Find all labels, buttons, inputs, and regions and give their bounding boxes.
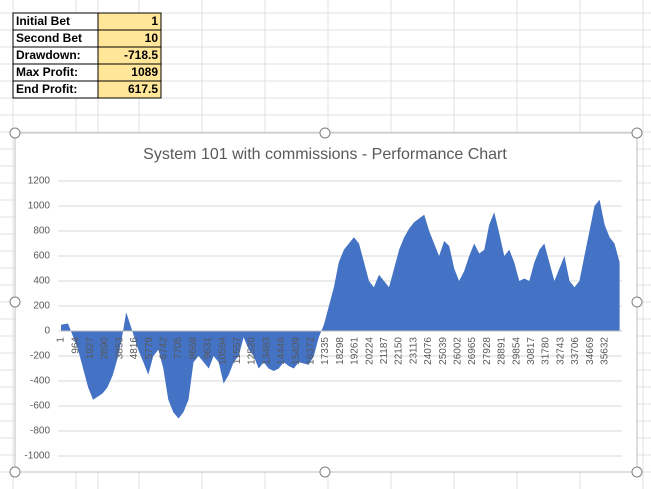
resize-handle: [319, 127, 331, 139]
resize-handle: [631, 466, 643, 478]
x-tick-label: 29854: [511, 337, 522, 365]
area: [61, 199, 620, 419]
x-tick-label: 14446: [276, 337, 287, 365]
x-tick-label: 22150: [394, 337, 405, 365]
value-text: 617.5: [128, 82, 158, 96]
x-tick-label: 26002: [453, 337, 464, 365]
x-tick-label: 12520: [247, 337, 258, 365]
y-tick-label: 600: [33, 251, 50, 262]
plot: -1000-800-600-400-2000200400600800100012…: [24, 176, 622, 462]
y-tick-label: 0: [44, 326, 50, 337]
x-tick-label: 26965: [467, 337, 478, 365]
label-text: Drawdown:: [16, 48, 81, 62]
y-tick-label: 800: [33, 226, 50, 237]
y-tick-label: -1000: [24, 451, 50, 462]
y-tick-label: 200: [33, 301, 50, 312]
handles: [9, 127, 643, 478]
x-tick-label: 21187: [379, 337, 390, 365]
y-tick-label: -600: [30, 401, 50, 412]
x-tick-label: 6742: [159, 337, 170, 360]
x-tick-label: 9631: [203, 337, 214, 360]
label-text: Max Profit:: [16, 65, 78, 79]
x-tick-label: 28891: [497, 337, 508, 365]
x-tick-label: 18298: [335, 337, 346, 365]
value-text: -718.5: [124, 48, 158, 62]
x-tick-label: 15409: [291, 337, 302, 365]
x-tick-label: 19261: [350, 337, 361, 365]
resize-handle: [9, 296, 21, 308]
x-tick-label: 2890: [100, 337, 111, 360]
x-tick-label: 3853: [114, 337, 125, 360]
x-tick-label: 33706: [570, 337, 581, 365]
x-tick-label: 32743: [555, 337, 566, 365]
x-tick-label: 13483: [261, 337, 272, 365]
resize-handle: [631, 127, 643, 139]
x-tick-label: 7705: [173, 337, 184, 360]
y-tick-label: -200: [30, 351, 50, 362]
x-tick-label: 4816: [129, 337, 140, 360]
x-tick-label: 16372: [306, 337, 317, 365]
x-tick-label: 34669: [585, 337, 596, 365]
chart-title: System 101 with commissions - Performanc…: [143, 146, 507, 163]
resize-handle: [9, 466, 21, 478]
x-tick-label: 20224: [364, 337, 375, 365]
value-text: 1: [151, 14, 158, 28]
y-tick-label: 1200: [28, 176, 51, 187]
y-tick-label: -400: [30, 376, 50, 387]
value-text: 1089: [131, 65, 158, 79]
x-tick-label: 27928: [482, 337, 493, 365]
resize-handle: [319, 466, 331, 478]
x-tick-label: 30817: [526, 337, 537, 365]
x-tick-label: 1: [56, 337, 67, 343]
x-tick-label: 24076: [423, 337, 434, 365]
table: Initial Bet 1 Second Bet 10 Drawdown: -718.5 M…: [12, 12, 162, 99]
x-tick-label: 8668: [188, 337, 199, 360]
x-tick-label: 11557: [232, 337, 243, 365]
y-tick-label: -800: [30, 426, 50, 437]
x-tick-label: 964: [70, 337, 81, 354]
label-text: Initial Bet: [16, 14, 70, 28]
x-tick-label: 31780: [541, 337, 552, 365]
y-tick-label: 1000: [28, 201, 51, 212]
x-tick-label: 17335: [320, 337, 331, 365]
x-tick-label: 25039: [438, 337, 449, 365]
y-tick-label: 400: [33, 276, 50, 287]
x-tick-label: 10594: [217, 337, 228, 365]
x-tick-label: 5779: [144, 337, 155, 360]
x-tick-label: 1927: [85, 337, 96, 360]
resize-handle: [631, 296, 643, 308]
value-text: 10: [145, 31, 159, 45]
label-text: End Profit:: [16, 82, 77, 96]
value-cell: [97, 80, 162, 99]
label-text: Second Bet: [16, 31, 82, 45]
x-tick-label: 23113: [408, 337, 419, 365]
resize-handle: [9, 127, 21, 139]
x-tick-label: 35632: [600, 337, 611, 365]
